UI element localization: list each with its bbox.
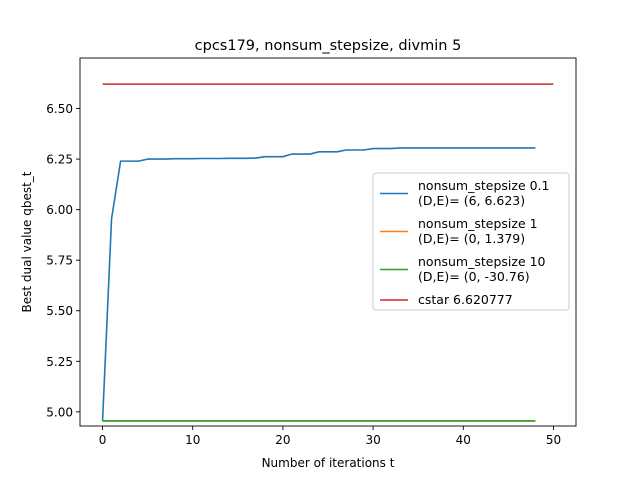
- y-tick-label: 5.00: [46, 405, 73, 419]
- legend-label: cstar 6.620777: [418, 292, 513, 307]
- x-tick-label: 40: [456, 433, 471, 447]
- y-tick-label: 6.50: [46, 102, 73, 116]
- legend: nonsum_stepsize 0.1(D,E)= (6, 6.623) nons…: [372, 172, 570, 311]
- y-tick-label: 5.50: [46, 304, 73, 318]
- legend-box: [372, 172, 570, 311]
- plot-frame: [79, 57, 577, 427]
- y-axis: 5.00 5.25 5.50 5.75 6.00 6.25 6.50: [46, 102, 80, 419]
- x-tick-label: 0: [99, 433, 107, 447]
- y-tick-label: 6.25: [46, 153, 73, 167]
- legend-label: (D,E)= (0, -30.76): [418, 269, 530, 284]
- legend-label: nonsum_stepsize 1: [418, 216, 538, 231]
- x-tick-label: 20: [275, 433, 290, 447]
- y-tick-label: 5.25: [46, 355, 73, 369]
- x-tick-label: 10: [185, 433, 200, 447]
- legend-label: nonsum_stepsize 10: [418, 254, 546, 269]
- x-tick-label: 50: [546, 433, 561, 447]
- legend-label: (D,E)= (6, 6.623): [418, 193, 525, 208]
- series-line: [101, 147, 536, 421]
- x-axis: 0 10 20 30 40 50: [99, 426, 561, 447]
- x-tick-label: 30: [365, 433, 380, 447]
- chart-title: cpcs179, nonsum_stepsize, divmin 5: [195, 38, 462, 54]
- legend-label: (D,E)= (0, 1.379): [418, 231, 525, 246]
- y-axis-label: Best dual value qbest_t: [20, 171, 34, 312]
- y-tick-label: 5.75: [46, 254, 73, 268]
- y-tick-label: 6.00: [46, 203, 73, 217]
- legend-label: nonsum_stepsize 0.1: [418, 178, 549, 193]
- plot-lines: [101, 83, 554, 422]
- x-axis-label: Number of iterations t: [262, 456, 395, 470]
